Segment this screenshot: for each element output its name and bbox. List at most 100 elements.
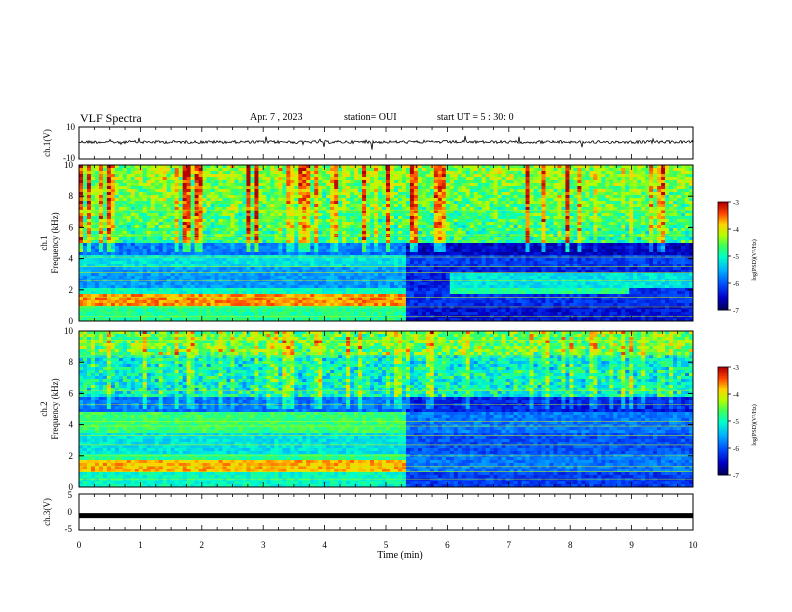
spectrogram-cell [537,186,542,190]
spectrogram-cell [613,165,618,169]
spectrogram-cell [186,186,191,190]
spectrogram-cell [677,219,682,223]
spectrogram-cell [505,237,510,241]
spectrogram-cell [322,252,327,256]
spectrogram-cell [154,213,160,217]
spectrogram-cell [79,261,84,265]
spectrogram-cell [457,201,463,205]
spectrogram-cell [609,213,614,217]
spectrogram-cell [174,243,179,247]
spectrogram-cell [425,243,431,247]
spectrogram-cell [202,216,207,220]
spectrogram-cell [545,225,550,229]
spectrogram-cell [286,225,291,229]
spectrogram-cell [190,180,195,184]
spectrogram-cell [477,219,482,223]
spectrogram-cell [405,225,411,229]
spectrogram-cell [79,177,84,181]
spectrogram-cell [118,213,124,217]
spectrogram-cell [397,183,403,187]
spectrogram-cell [397,225,403,229]
spectrogram-cell [190,246,195,250]
spectrogram-cell [134,255,140,259]
spectrogram-cell [649,222,654,226]
spectrogram-cell [625,180,630,184]
spectrogram-cell [429,246,435,250]
spectrogram-cell [326,195,331,199]
spectrogram-cell [342,222,347,226]
spectrogram-cell [665,243,670,247]
spectrogram-cell [154,195,160,199]
spectrogram-cell [90,237,96,241]
spectrogram-cell [370,249,375,253]
spectrogram-cell [529,183,534,187]
spectrogram-cell [334,228,339,232]
spectrogram-cell [310,204,315,208]
spectrogram-cell [330,225,335,229]
spectrogram-cell [110,210,116,214]
spectrogram-cell [94,219,100,223]
spectrogram-cell [342,204,347,208]
spectrogram-cell [545,180,550,184]
spectrogram-cell [250,165,255,169]
spectrogram-cell [382,255,387,259]
spectrogram-cell [397,249,403,253]
spectrogram-cell [362,225,367,229]
spectrogram-cell [386,183,391,187]
spectrogram-cell [549,210,554,214]
spectrogram-cell [270,174,275,178]
spectrogram-cell [409,258,415,262]
spectrogram-cell [234,165,239,169]
spectrogram-cell [685,201,690,205]
spectrogram-cell [254,183,259,187]
spectrogram-cell [537,180,542,184]
spectrogram-cell [501,192,506,196]
spectrogram-cell [210,189,215,193]
spectrogram-cell [198,204,203,208]
spectrogram-cell [577,225,582,229]
spectrogram-cell [573,246,578,250]
spectrogram-cell [613,198,618,202]
spectrogram-cell [218,204,223,208]
spectrogram-cell [581,258,586,262]
spectrogram-cell [669,219,674,223]
spectrogram-cell [79,198,84,202]
spectrogram-cell [306,225,311,229]
spectrogram-cell [425,234,431,238]
spectrogram-cell [401,198,407,202]
spectrogram-cell [669,243,674,247]
spectrogram-cell [178,249,183,253]
spectrogram-cell [609,216,614,220]
spectrogram-cell [98,237,104,241]
spectrogram-cell [262,204,267,208]
spectrogram-cell [393,231,399,235]
spectrogram-cell [437,207,443,211]
spectrogram-cell [645,204,650,208]
spectrogram-cell [593,192,598,196]
spectrogram-cell [549,249,554,253]
spectrogram-cell [601,225,606,229]
spectrogram-cell [521,231,526,235]
spectrogram-cell [262,168,267,172]
spectrogram-cell [417,186,423,190]
spectrogram-cell [581,198,586,202]
spectrogram-cell [114,195,120,199]
spectrogram-cell [262,207,267,211]
spectrogram-cell [158,237,164,241]
spectrogram-cell [294,177,299,181]
spectrogram-cell [190,201,195,205]
spectrogram-cell [286,177,291,181]
spectrogram-cell [409,246,415,250]
spectrogram-cell [274,228,279,232]
spectrogram-cell [553,216,558,220]
spectrogram-cell [605,195,610,199]
spectrogram-cell [473,252,478,256]
spectrogram-cell [386,168,391,172]
spectrogram-cell [493,237,498,241]
spectrogram-cell [457,255,463,259]
spectrogram-cell [338,183,343,187]
spectrogram-cell [118,189,124,193]
spectrogram-cell [79,222,84,226]
spectrogram-cell [429,225,435,229]
spectrogram-cell [569,219,574,223]
